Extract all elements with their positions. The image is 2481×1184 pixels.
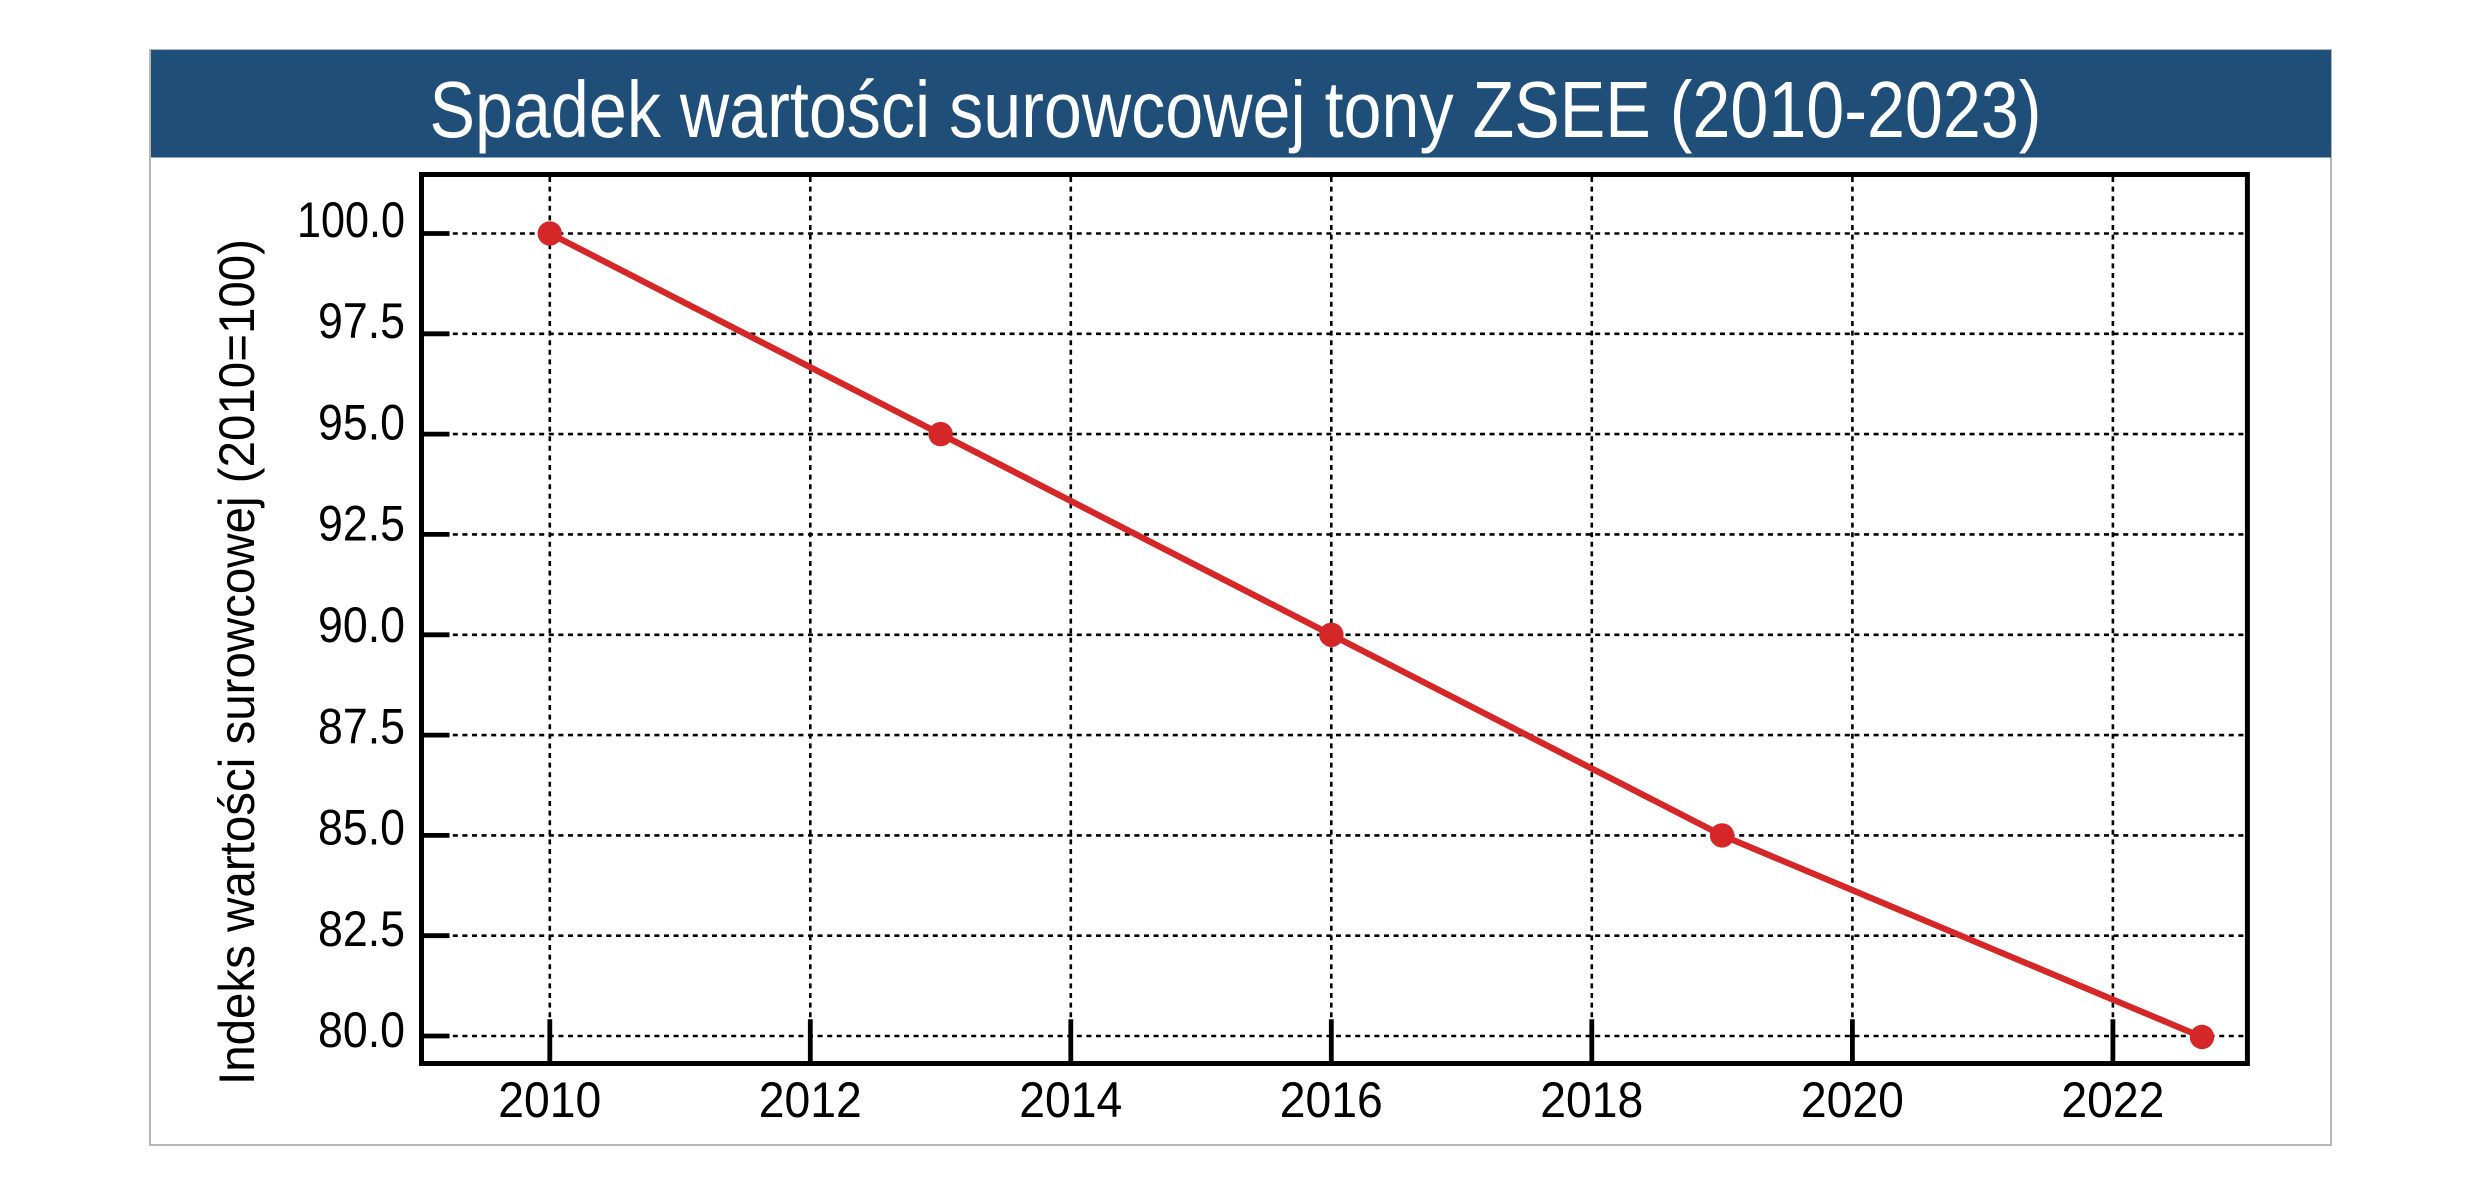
svg-text:95.0: 95.0 <box>318 395 405 451</box>
svg-text:2010: 2010 <box>498 1072 601 1128</box>
svg-text:2014: 2014 <box>1019 1072 1122 1128</box>
svg-text:Spadek wartości surowcowej ton: Spadek wartości surowcowej tony ZSEE (20… <box>430 65 2042 154</box>
svg-text:2022: 2022 <box>2061 1072 2164 1128</box>
svg-text:Indeks wartości surowcowej (20: Indeks wartości surowcowej (2010=100) <box>209 239 265 1085</box>
svg-text:2012: 2012 <box>759 1072 862 1128</box>
svg-text:82.5: 82.5 <box>318 901 405 957</box>
svg-text:2016: 2016 <box>1280 1072 1383 1128</box>
svg-text:85.0: 85.0 <box>318 800 405 856</box>
svg-text:90.0: 90.0 <box>318 597 405 653</box>
svg-text:2018: 2018 <box>1540 1072 1643 1128</box>
svg-text:100.0: 100.0 <box>297 192 405 248</box>
svg-text:97.5: 97.5 <box>318 293 405 349</box>
svg-text:87.5: 87.5 <box>318 698 405 754</box>
svg-text:92.5: 92.5 <box>318 496 405 552</box>
svg-text:80.0: 80.0 <box>318 1002 405 1058</box>
svg-text:2020: 2020 <box>1801 1072 1904 1128</box>
